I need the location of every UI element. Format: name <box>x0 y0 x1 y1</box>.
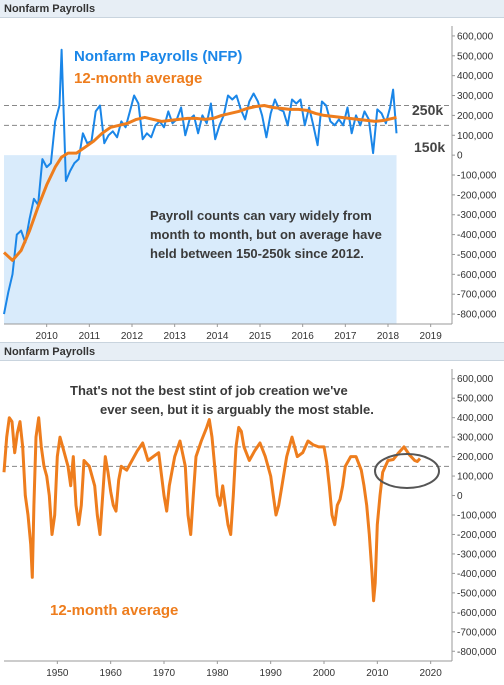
y-tick-label: 300,000 <box>457 91 494 102</box>
y-tick-label: 500,000 <box>457 51 494 62</box>
axes: 600,000 500,000 400,000 300,000 200,000 100,0… <box>4 369 497 679</box>
highlight-ellipse <box>374 453 440 489</box>
y-tick-label: -400,000 <box>457 230 497 241</box>
ref-label-150k: 150k <box>414 139 445 155</box>
x-tick-label: 2011 <box>79 331 101 342</box>
y-tick-label: -300,000 <box>457 549 497 560</box>
x-tick-label: 1960 <box>100 668 123 679</box>
series-line-12-month-average <box>2 104 397 262</box>
y-tick-label: -800,000 <box>457 647 497 658</box>
series-line-12-month-average <box>2 416 422 603</box>
y-tick-label: 100,000 <box>457 131 494 142</box>
panel-title: Nonfarm Payrolls <box>0 0 504 18</box>
annotation-line-2: ever seen, but it is arguably the most s… <box>100 402 374 417</box>
x-tick-label: 1990 <box>260 668 283 679</box>
y-tick-label: -600,000 <box>457 270 497 281</box>
x-tick-label: 2010 <box>36 331 59 342</box>
annotation-line-1: Payroll counts can vary widely from <box>150 208 372 223</box>
y-tick-label: -100,000 <box>457 171 497 182</box>
y-tick-label: 100,000 <box>457 472 494 483</box>
y-tick-label: 200,000 <box>457 452 494 463</box>
y-tick-label: 500,000 <box>457 394 494 405</box>
y-tick-label: 400,000 <box>457 71 494 82</box>
y-tick-label: 400,000 <box>457 413 494 424</box>
x-tick-label: 2016 <box>292 331 315 342</box>
x-tick-label: 2018 <box>377 331 400 342</box>
ref-label-250k: 250k <box>412 102 443 118</box>
y-tick-label: -200,000 <box>457 530 497 541</box>
y-tick-label: 600,000 <box>457 374 494 385</box>
x-tick-label: 2000 <box>313 668 336 679</box>
x-tick-label: 2013 <box>164 331 187 342</box>
legend-nfp: Nonfarm Payrolls (NFP) <box>74 48 242 65</box>
y-tick-label: -300,000 <box>457 210 497 221</box>
x-tick-label: 2017 <box>334 331 357 342</box>
x-tick-label: 1980 <box>206 668 229 679</box>
x-tick-label: 2020 <box>420 668 443 679</box>
x-tick-label: 2015 <box>249 331 272 342</box>
series-line-nfp <box>3 48 398 315</box>
y-tick-label: -500,000 <box>457 250 497 261</box>
y-tick-label: -700,000 <box>457 290 497 301</box>
legend-12-month-average: 12-month average <box>74 70 202 87</box>
x-tick-label: 2014 <box>206 331 229 342</box>
chart-panel-nfp: Nonfarm Payrolls 600,000 500,000 400,000 30… <box>0 0 504 342</box>
y-tick-label: -500,000 <box>457 588 497 599</box>
y-tick-label: -700,000 <box>457 627 497 638</box>
x-tick-label: 2012 <box>121 331 144 342</box>
series-label-12-month-average: 12-month average <box>50 602 178 619</box>
reference-lines <box>4 446 452 467</box>
y-tick-label: 200,000 <box>457 111 494 122</box>
x-tick-label: 2019 <box>420 331 443 342</box>
y-tick-label: 600,000 <box>457 31 494 42</box>
y-tick-label: -400,000 <box>457 569 497 580</box>
x-tick-label: 2010 <box>366 668 389 679</box>
y-tick-label: -200,000 <box>457 190 497 201</box>
positive-band <box>4 155 397 324</box>
x-tick-label: 1950 <box>46 668 69 679</box>
average-history-chart: 600,000 500,000 400,000 300,000 200,000 100,0… <box>2 369 497 679</box>
y-tick-label: 0 <box>457 491 463 502</box>
y-tick-label: 300,000 <box>457 433 494 444</box>
annotation-line-1: That's not the best stint of job creatio… <box>70 383 348 398</box>
x-tick-label: 1970 <box>153 668 176 679</box>
nfp-chart: 600,000 500,000 400,000 300,000 200,000 100,0… <box>2 26 497 342</box>
reference-lines <box>4 104 452 126</box>
y-tick-label: -600,000 <box>457 608 497 619</box>
y-tick-label: -800,000 <box>457 310 497 321</box>
y-tick-label: -100,000 <box>457 511 497 522</box>
y-tick-label: 0 <box>457 151 463 162</box>
chart-panel-average-history: Nonfarm Payrolls 600,000 500,000 400,000 30… <box>0 342 504 681</box>
annotation-line-2: month to month, but on average have <box>150 227 382 242</box>
axes: 600,000 500,000 400,000 300,000 200,000 100,0… <box>4 26 497 342</box>
panel-title: Nonfarm Payrolls <box>0 343 504 361</box>
annotation-line-3: held between 150-250k since 2012. <box>150 246 364 261</box>
